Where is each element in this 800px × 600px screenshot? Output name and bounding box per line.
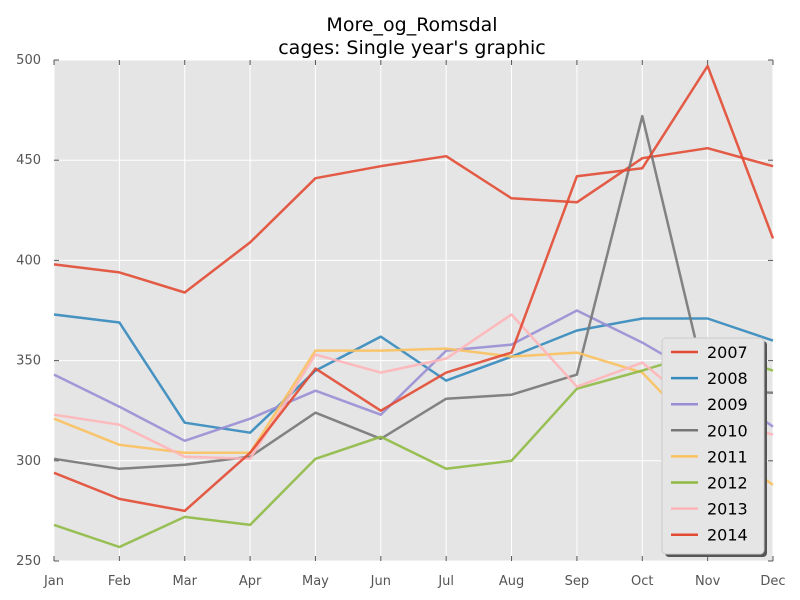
x-tick-label: Dec <box>760 574 785 589</box>
y-tick-label: 250 <box>16 554 41 569</box>
y-tick-label: 450 <box>16 153 41 168</box>
x-tick-label: Sep <box>565 574 590 589</box>
series-line-2008 <box>53 313 774 434</box>
x-tick-label: Nov <box>695 574 721 589</box>
legend: 2007 2008 2009 2010 2011 2012 2013 2014 <box>661 337 767 557</box>
x-tick-label: Jul <box>437 574 454 589</box>
series-line-2012 <box>53 349 774 549</box>
x-tick-label: Mar <box>172 574 197 589</box>
x-tick-label: May <box>302 574 329 589</box>
chart-title: More_og_Romsdal <box>326 14 497 36</box>
legend-label-2014: 2014 <box>707 526 748 545</box>
series-line-2010 <box>53 114 774 471</box>
x-tick-label: Jan <box>43 574 64 589</box>
chart-subtitle: cages: Single year's graphic <box>278 37 546 59</box>
x-tick-label: Jun <box>370 574 391 589</box>
legend-label-2013: 2013 <box>707 500 748 519</box>
y-tick-label: 350 <box>16 354 41 369</box>
legend-label-2010: 2010 <box>707 421 748 440</box>
legend-label-2011: 2011 <box>707 447 748 466</box>
legend-label-2009: 2009 <box>707 395 748 414</box>
series-line-2009 <box>53 309 774 443</box>
x-tick-label: Oct <box>631 574 653 589</box>
legend-label-2008: 2008 <box>707 369 748 388</box>
y-tick-label: 500 <box>16 53 41 68</box>
y-tick-label: 400 <box>16 253 41 268</box>
y-tick-label: 300 <box>16 454 41 469</box>
legend-label-2012: 2012 <box>707 474 748 493</box>
series-line-2014 <box>53 64 775 513</box>
x-tick-label: Apr <box>239 574 262 589</box>
series-line-2013 <box>53 313 774 461</box>
legend-box <box>661 337 765 555</box>
x-tick-label: Aug <box>499 574 524 589</box>
axis-ticks: Jan Feb Mar Apr May Jun Jul Aug Sep Oct Nov Dec 250 3… <box>16 53 785 589</box>
legend-label-2007: 2007 <box>707 343 748 362</box>
plot-area <box>54 60 773 561</box>
x-tick-label: Feb <box>108 574 131 589</box>
series-group <box>53 64 775 549</box>
